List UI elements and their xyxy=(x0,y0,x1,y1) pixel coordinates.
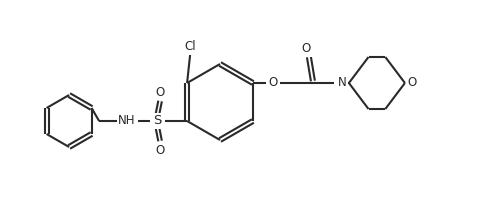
Text: Cl: Cl xyxy=(185,41,196,54)
Text: O: O xyxy=(301,42,310,55)
Text: O: O xyxy=(155,143,165,156)
Text: N: N xyxy=(335,76,344,89)
Text: O: O xyxy=(407,76,417,89)
Text: O: O xyxy=(268,76,278,89)
Text: O: O xyxy=(155,85,165,98)
Text: S: S xyxy=(153,114,161,127)
Text: N: N xyxy=(338,76,346,89)
Text: NH: NH xyxy=(119,114,136,127)
